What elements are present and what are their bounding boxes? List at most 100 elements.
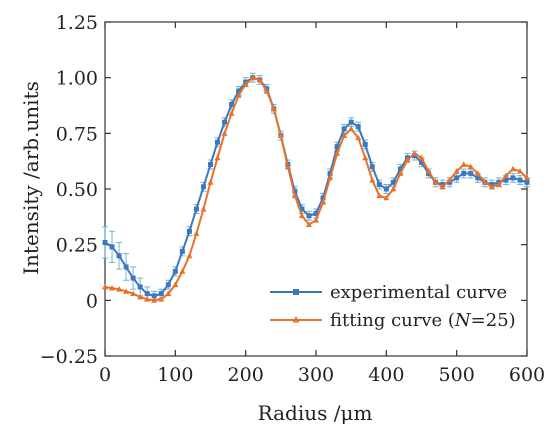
data-point bbox=[397, 166, 403, 172]
data-point bbox=[348, 119, 354, 125]
series-experimental bbox=[102, 72, 530, 301]
data-point bbox=[418, 154, 425, 161]
y-tick-label: 0.75 bbox=[56, 123, 98, 145]
data-point bbox=[179, 268, 186, 274]
data-point bbox=[158, 296, 165, 302]
data-point bbox=[383, 186, 389, 192]
x-tick-label: 100 bbox=[157, 364, 193, 386]
data-point bbox=[390, 185, 397, 192]
data-point bbox=[263, 87, 270, 94]
y-tick-label: 1.25 bbox=[56, 12, 98, 34]
data-point bbox=[193, 230, 200, 236]
data-point bbox=[284, 163, 291, 170]
data-point bbox=[158, 291, 164, 297]
data-point bbox=[144, 291, 150, 297]
data-point bbox=[376, 182, 382, 188]
x-axis: 0 100 200 300 400 500 600 bbox=[99, 22, 545, 386]
data-point bbox=[207, 179, 214, 185]
data-point bbox=[320, 195, 326, 201]
data-point bbox=[137, 284, 143, 290]
data-point bbox=[320, 199, 327, 205]
data-point bbox=[305, 221, 312, 228]
data-point bbox=[256, 76, 263, 83]
plot-area-border bbox=[104, 21, 528, 357]
data-point bbox=[517, 177, 523, 183]
data-point bbox=[502, 172, 509, 179]
data-point bbox=[411, 150, 418, 156]
data-point bbox=[249, 74, 256, 81]
data-point bbox=[221, 130, 228, 136]
x-tick-label: 0 bbox=[99, 364, 111, 386]
data-point bbox=[200, 184, 206, 190]
data-point bbox=[376, 192, 383, 199]
data-point bbox=[102, 283, 108, 290]
series-line bbox=[104, 76, 528, 297]
legend-label-experimental: experimental curve bbox=[330, 282, 507, 303]
data-point bbox=[228, 110, 235, 116]
series-line bbox=[104, 76, 528, 302]
x-tick-label: 500 bbox=[439, 364, 475, 386]
data-point bbox=[453, 167, 460, 174]
y-tick-label: 1.00 bbox=[56, 68, 98, 90]
y-tick-label: 0.25 bbox=[56, 235, 98, 257]
data-point bbox=[123, 264, 129, 270]
data-point bbox=[341, 126, 347, 132]
x-axis-label: Radius /μm bbox=[258, 401, 373, 425]
data-point bbox=[208, 162, 213, 168]
data-point bbox=[439, 183, 446, 190]
data-point bbox=[503, 177, 509, 183]
data-point bbox=[348, 125, 355, 132]
data-point bbox=[404, 156, 411, 163]
data-point bbox=[186, 252, 193, 259]
data-point bbox=[524, 179, 530, 185]
data-point bbox=[334, 150, 341, 156]
data-point bbox=[419, 159, 424, 165]
data-point bbox=[475, 175, 481, 181]
data-point bbox=[109, 244, 115, 250]
x-tick-label: 300 bbox=[298, 364, 334, 386]
data-point bbox=[334, 144, 340, 150]
data-point bbox=[292, 188, 298, 194]
data-point bbox=[481, 179, 488, 185]
legend-entry-experimental: experimental curve bbox=[270, 282, 507, 303]
data-point bbox=[277, 132, 284, 138]
data-point bbox=[460, 161, 467, 167]
data-point bbox=[327, 170, 333, 176]
y-axis-label: Intensity /arb.units bbox=[19, 81, 43, 275]
data-point bbox=[137, 293, 144, 300]
data-point bbox=[495, 181, 502, 187]
x-tick-label: 200 bbox=[228, 364, 264, 386]
data-point bbox=[313, 216, 319, 223]
data-point bbox=[510, 175, 516, 181]
data-point bbox=[446, 176, 453, 183]
data-point bbox=[229, 101, 235, 107]
data-point bbox=[102, 239, 108, 245]
data-point bbox=[151, 297, 158, 303]
data-point bbox=[461, 170, 467, 176]
data-point bbox=[165, 282, 171, 288]
plot-frame bbox=[104, 21, 528, 357]
data-point bbox=[291, 192, 298, 199]
legend-label-fitting: fitting curve (N=25) bbox=[330, 310, 516, 331]
data-point bbox=[362, 154, 369, 161]
data-point bbox=[214, 154, 221, 161]
data-point bbox=[242, 81, 249, 87]
data-point bbox=[474, 170, 481, 176]
data-point bbox=[298, 212, 305, 219]
data-point bbox=[179, 248, 185, 254]
data-point bbox=[123, 288, 130, 294]
data-point bbox=[313, 210, 319, 216]
x-tick-label: 600 bbox=[509, 364, 545, 386]
data-point bbox=[116, 253, 122, 259]
data-point bbox=[116, 286, 123, 292]
x-tick-label: 400 bbox=[368, 364, 404, 386]
data-point bbox=[235, 92, 242, 98]
series-fitting bbox=[102, 74, 530, 303]
data-point bbox=[327, 174, 334, 181]
data-point bbox=[236, 88, 242, 94]
data-point bbox=[200, 205, 207, 212]
data-point bbox=[425, 167, 432, 174]
data-point bbox=[172, 281, 179, 288]
data-point bbox=[432, 179, 439, 185]
